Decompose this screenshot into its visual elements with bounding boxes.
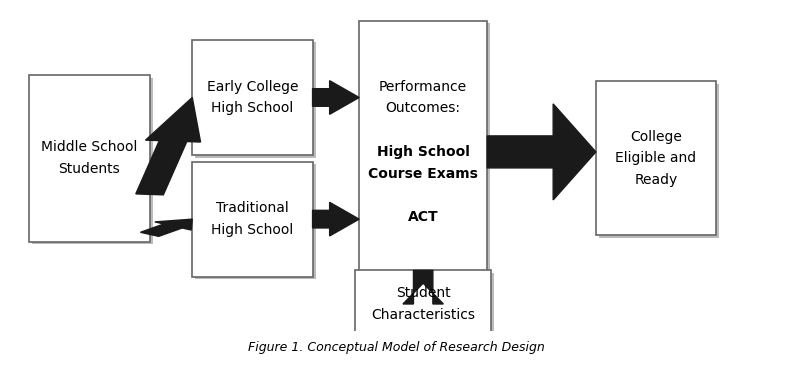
FancyBboxPatch shape <box>196 164 316 279</box>
FancyBboxPatch shape <box>356 270 491 337</box>
FancyBboxPatch shape <box>196 42 316 158</box>
Text: Ready: Ready <box>634 173 678 187</box>
Polygon shape <box>487 104 596 200</box>
Text: High School: High School <box>211 223 294 237</box>
Text: High School: High School <box>211 101 294 116</box>
FancyBboxPatch shape <box>358 273 494 340</box>
Polygon shape <box>313 202 359 236</box>
FancyBboxPatch shape <box>32 78 153 244</box>
Text: Student: Student <box>396 286 451 300</box>
Text: Early College: Early College <box>207 79 298 93</box>
Text: High School: High School <box>377 145 470 159</box>
Polygon shape <box>403 270 444 304</box>
FancyBboxPatch shape <box>359 21 487 283</box>
FancyBboxPatch shape <box>192 162 313 277</box>
Text: Course Exams: Course Exams <box>368 167 478 181</box>
FancyBboxPatch shape <box>362 23 490 286</box>
Text: Middle School: Middle School <box>41 141 138 155</box>
FancyBboxPatch shape <box>192 40 313 155</box>
Text: College: College <box>630 130 682 144</box>
FancyBboxPatch shape <box>29 75 150 241</box>
Text: Figure 1. Conceptual Model of Research Design: Figure 1. Conceptual Model of Research D… <box>248 341 544 354</box>
FancyBboxPatch shape <box>596 81 716 235</box>
Text: Students: Students <box>59 162 120 176</box>
Polygon shape <box>313 81 359 114</box>
Text: ACT: ACT <box>408 210 439 224</box>
Text: Traditional: Traditional <box>216 201 289 215</box>
Polygon shape <box>140 219 192 236</box>
FancyBboxPatch shape <box>599 84 719 238</box>
Polygon shape <box>135 98 200 195</box>
Text: Characteristics: Characteristics <box>371 308 475 322</box>
Text: Eligible and: Eligible and <box>615 151 697 165</box>
Text: Performance: Performance <box>379 79 467 93</box>
Text: Outcomes:: Outcomes: <box>386 101 461 116</box>
